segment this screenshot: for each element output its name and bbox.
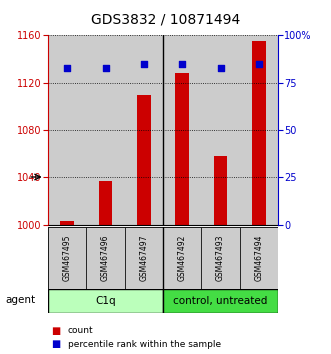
Text: percentile rank within the sample: percentile rank within the sample: [68, 339, 221, 349]
Bar: [48, 35, 86, 225]
Text: GSM467496: GSM467496: [101, 234, 110, 281]
Text: control, untreated: control, untreated: [173, 296, 268, 306]
Text: agent: agent: [5, 295, 35, 305]
Bar: [99, 181, 112, 225]
Bar: [86, 227, 125, 289]
Text: GSM467492: GSM467492: [178, 234, 187, 281]
Bar: [48, 227, 86, 289]
Text: GSM467493: GSM467493: [216, 234, 225, 281]
Bar: [163, 227, 201, 289]
Point: [65, 65, 70, 70]
Text: GSM467497: GSM467497: [139, 234, 148, 281]
Bar: [163, 35, 201, 225]
Bar: [175, 73, 189, 225]
Text: GDS3832 / 10871494: GDS3832 / 10871494: [91, 12, 240, 27]
Bar: [61, 221, 74, 225]
Bar: [201, 227, 240, 289]
Bar: [214, 156, 227, 225]
Text: GSM467495: GSM467495: [63, 234, 72, 281]
Point: [179, 61, 185, 67]
Bar: [86, 35, 125, 225]
Bar: [201, 35, 240, 225]
Bar: [48, 289, 163, 313]
Text: GSM467494: GSM467494: [254, 234, 263, 281]
Bar: [163, 289, 278, 313]
Text: C1q: C1q: [95, 296, 116, 306]
Point: [256, 61, 261, 67]
Bar: [240, 35, 278, 225]
Bar: [125, 35, 163, 225]
Bar: [125, 227, 163, 289]
Point: [103, 65, 108, 70]
Text: ■: ■: [51, 326, 61, 336]
Text: count: count: [68, 326, 93, 336]
Point: [141, 61, 147, 67]
Point: [218, 65, 223, 70]
Bar: [252, 41, 265, 225]
Bar: [137, 95, 151, 225]
Text: ■: ■: [51, 339, 61, 349]
Bar: [240, 227, 278, 289]
